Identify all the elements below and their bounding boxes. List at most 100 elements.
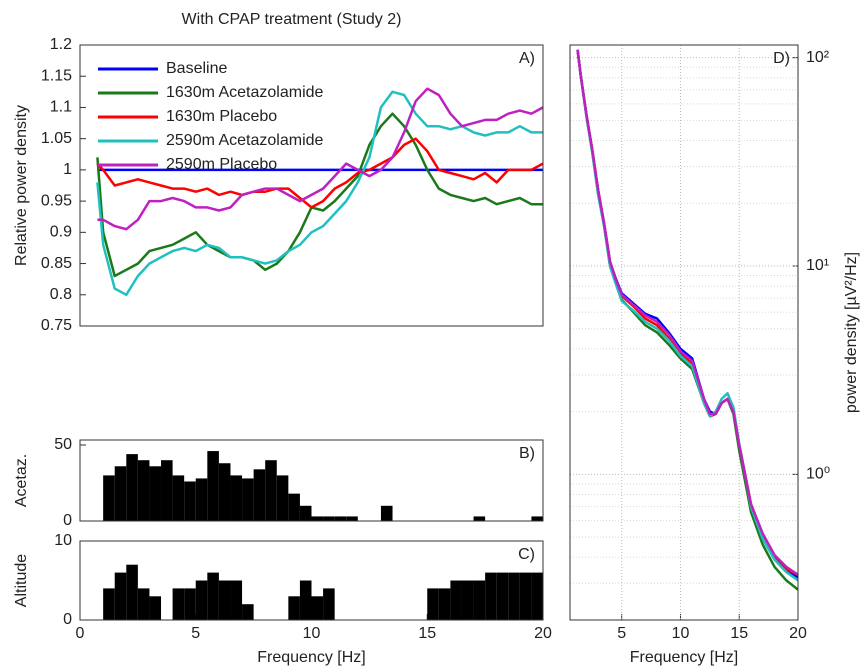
x-tick-label: 0 [76,625,85,642]
series-line [576,49,798,576]
y-tick-label: 0.95 [41,192,72,209]
bar [149,466,162,521]
panel: 0 10 0 5 10 15 20 C) Frequency [Hz] Altitude [13,532,552,666]
y-tick-label: 50 [54,436,72,453]
bar [346,516,358,521]
bar [184,481,196,521]
bar [230,580,243,620]
y-tick-label: 0.8 [50,286,72,303]
bar [184,588,196,620]
bar [473,516,486,521]
bar [230,475,243,521]
legend-label: 1630m Acetazolamide [166,84,324,101]
bar [137,460,150,521]
frame [569,44,799,621]
x-tick-label: 20 [534,625,552,642]
legend-label: 2590m Placebo [166,156,277,173]
bar [438,588,451,620]
panel-label: B) [519,445,535,462]
bar [276,475,289,521]
bar [218,463,231,521]
x-axis-label: Frequency [Hz] [257,649,365,666]
bar [195,478,208,521]
bar [311,596,324,620]
plot-area [103,564,543,620]
x-axis-label: Frequency [Hz] [630,649,738,666]
series-line [96,137,543,209]
panel: 0 50 B) Acetaz. [13,436,544,529]
frame [79,439,544,522]
bar [137,588,150,620]
y-axis-label: Acetaz. [13,454,30,507]
frame [79,540,544,621]
panel: 0.75 0.8 0.85 0.9 0.95 1 1.05 1.1 1.15 1.2 A) With … [13,11,544,334]
series-line [576,49,798,591]
bar [207,572,219,620]
y-tick-label: 10⁰ [806,466,830,483]
bar [496,572,509,620]
y-tick-label: 1.05 [41,130,72,147]
bar [207,451,219,521]
x-tick-label: 5 [191,625,200,642]
bar [103,475,115,521]
legend-label: Baseline [166,60,227,77]
x-tick-label: 15 [730,625,748,642]
bar [114,572,127,620]
bar [149,596,162,620]
series-line [576,49,798,582]
y-tick-label: 1.2 [50,36,72,53]
series-line [96,112,543,278]
plot-area [103,451,543,521]
bar [288,596,300,620]
y-axis-label: Relative power density [13,105,30,266]
chart-title: With CPAP treatment (Study 2) [182,11,402,28]
bar [311,516,324,521]
bar [299,505,312,521]
x-tick-label: 10 [303,625,321,642]
legend-label: 1630m Placebo [166,108,277,125]
y-tick-label: 0 [63,611,72,628]
bar [334,516,347,521]
bar [288,493,300,521]
bar [519,572,532,620]
bar [218,580,231,620]
y-tick-label: 1.1 [50,99,72,116]
y-tick-label: 0 [63,512,72,529]
bar [114,466,127,521]
y-tick-label: 1 [63,161,72,178]
bar [461,580,474,620]
x-tick-label: 5 [617,625,626,642]
bar [265,460,277,521]
bar [242,478,254,521]
legend-label: 2590m Acetazolamide [166,132,324,149]
bar [508,572,520,620]
panel-label: D) [773,50,790,67]
bar [161,460,173,521]
bar [126,564,138,620]
bar [126,454,138,521]
plot-area [576,49,798,591]
frame [79,44,544,327]
x-tick-label: 20 [789,625,807,642]
series-line [576,49,798,579]
panel-label: C) [518,546,535,563]
y-tick-label: 0.9 [50,224,72,241]
series-line [96,90,543,297]
bar [485,572,497,620]
panel-label: A) [519,50,535,67]
bar [103,588,115,620]
panel: 10⁰ 10¹ 10² 5 10 15 20 D) Frequency [Hz] power de… [569,44,860,666]
bar [172,588,185,620]
plot-area [96,87,543,297]
bar [531,572,543,620]
x-tick-label: 15 [418,625,436,642]
y-tick-label: 1.15 [41,67,72,84]
bar [427,588,439,620]
bar [242,604,254,620]
y-tick-label: 10 [54,532,72,549]
bar [473,580,486,620]
bar [380,505,393,521]
x-tick-label: 10 [672,625,690,642]
series-line [97,87,543,231]
bar [323,516,335,521]
